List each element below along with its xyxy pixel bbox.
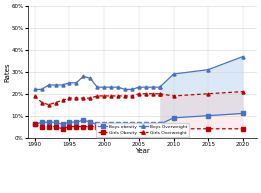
Legend: Boys obesity, Girls Obesity, Boys Overweight, Girls Overweight: Boys obesity, Girls Obesity, Boys Overwe… [96,123,189,137]
X-axis label: Year: Year [135,148,150,154]
Y-axis label: Rates: Rates [4,62,10,82]
